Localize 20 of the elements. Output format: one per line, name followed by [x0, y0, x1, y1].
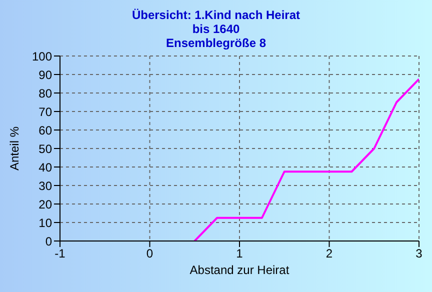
y-axis-title: Anteil %	[7, 126, 22, 171]
y-tick-label: 50	[38, 142, 52, 156]
y-tick-label: 20	[38, 197, 52, 212]
y-tick-label: 60	[38, 123, 52, 138]
y-tick-label: 100	[32, 49, 52, 64]
y-tick-label: 30	[38, 178, 52, 193]
y-tick-label: 90	[38, 68, 52, 82]
y-tick-label: 40	[38, 160, 52, 174]
x-tick-label: -1	[54, 246, 66, 261]
y-tick-label: 0	[45, 234, 52, 248]
y-tick-label: 80	[38, 86, 52, 100]
line-series	[194, 78, 419, 241]
chart-title: Übersicht: 1.Kind nach Heirat bis 1640 Ensemblegröße 8	[130, 8, 302, 50]
x-tick-label: 0	[146, 246, 154, 261]
x-axis-title: Abstand zur Heirat	[190, 263, 290, 277]
y-tick-label: 70	[38, 104, 52, 119]
y-tick-label: 10	[38, 216, 52, 230]
x-tick-label: 1	[236, 246, 244, 261]
x-tick-label: 2	[326, 246, 333, 261]
x-tick-label: 3	[416, 246, 423, 261]
